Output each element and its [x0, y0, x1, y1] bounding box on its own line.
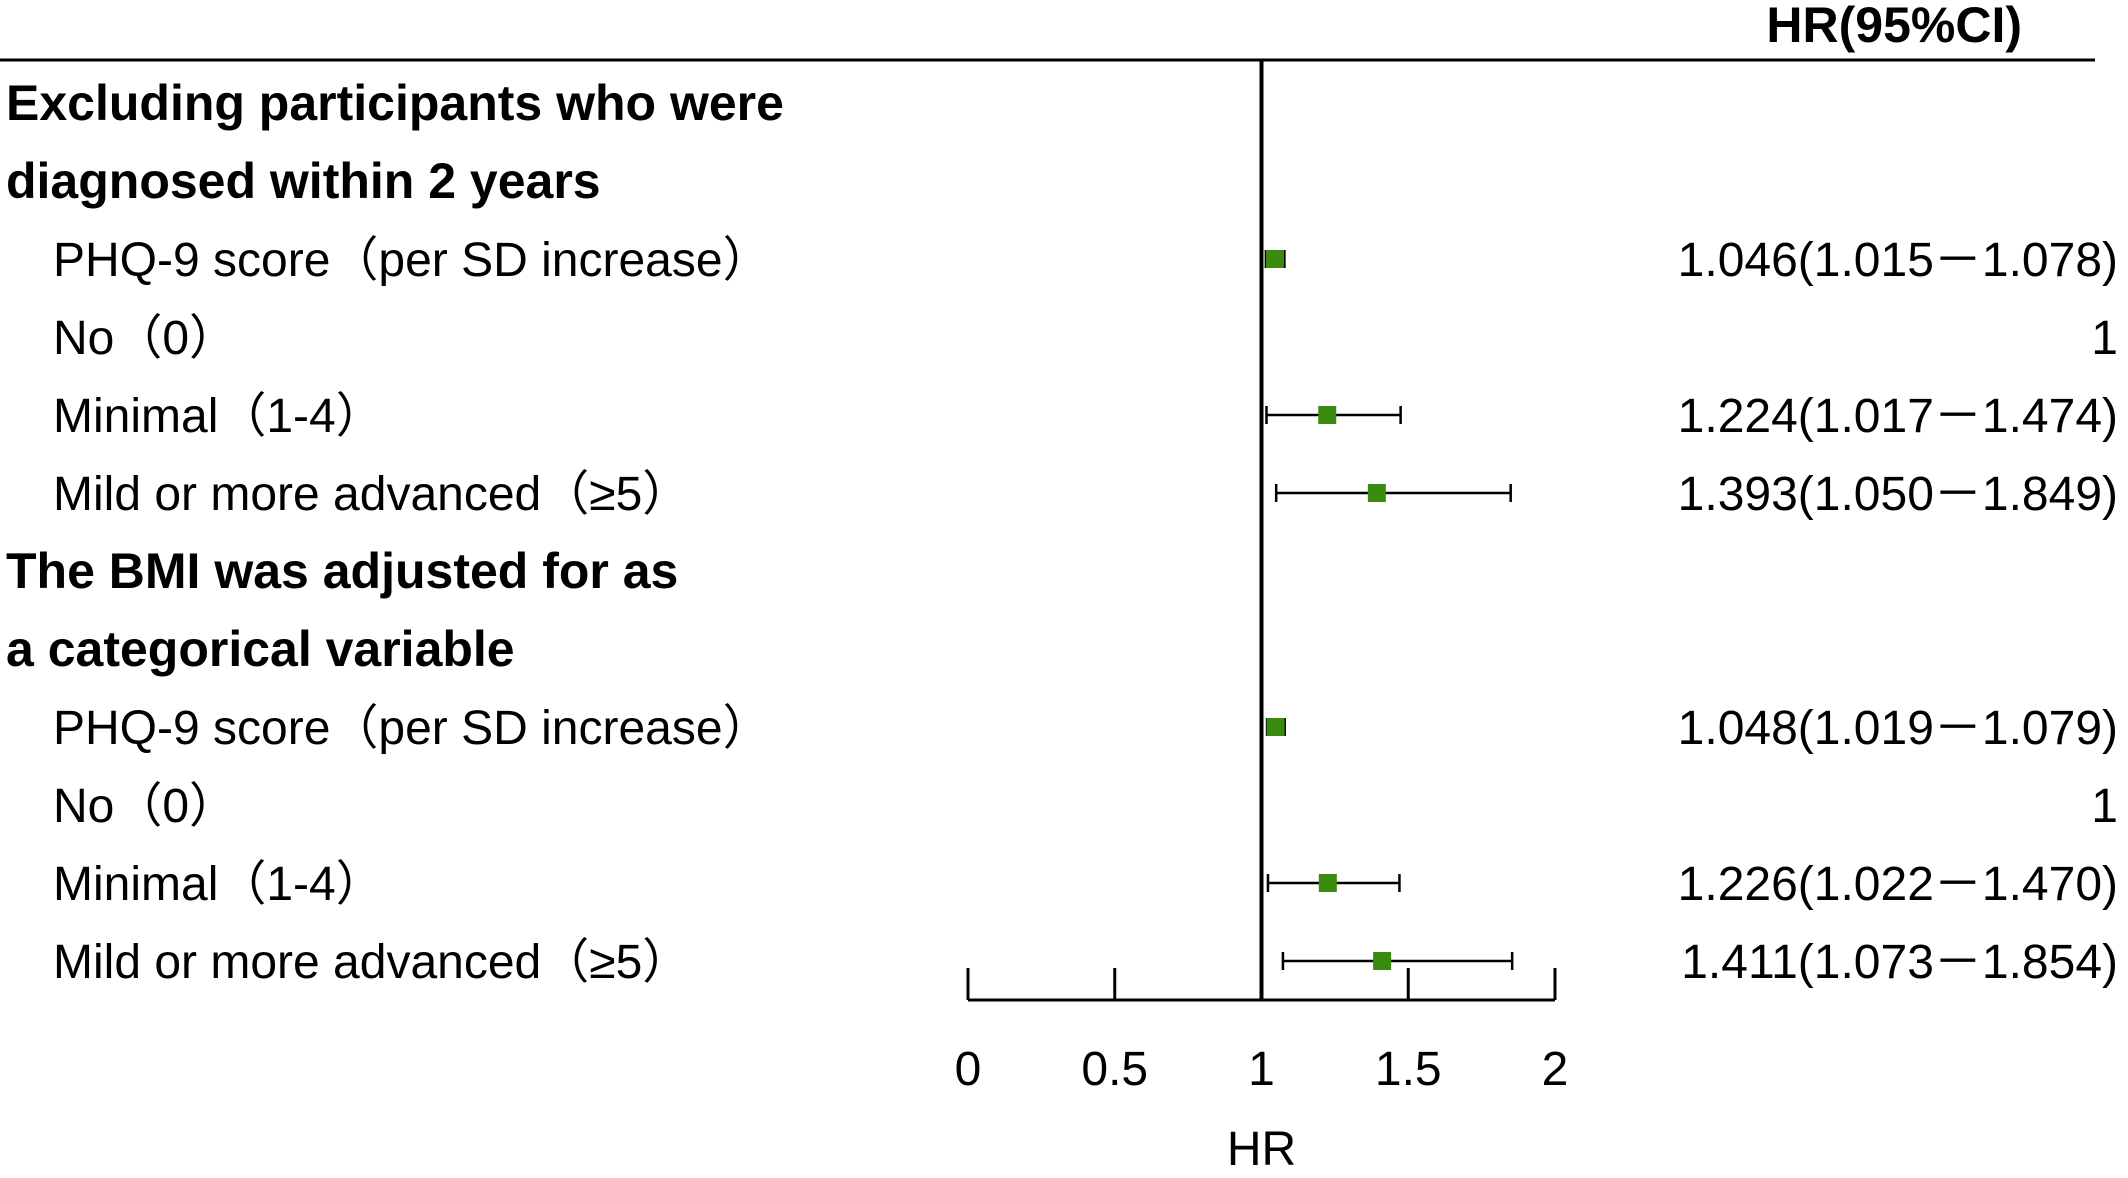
hr-ci-value: 1.226(1.022－1.470): [1678, 858, 2118, 911]
hr-point-marker: [1318, 406, 1337, 424]
row-label: Minimal（1-4）: [53, 390, 384, 443]
x-tick-label: 2: [1542, 1043, 1569, 1096]
hr-point-marker: [1373, 952, 1392, 970]
row-label: PHQ-9 score（per SD increase）: [53, 702, 771, 755]
x-tick-label: 0: [955, 1043, 982, 1096]
hr-point-marker: [1318, 874, 1337, 892]
row-label: No（0）: [53, 312, 237, 365]
x-axis-title: HR: [1227, 1123, 1296, 1176]
row-label: PHQ-9 score（per SD increase）: [53, 234, 771, 287]
row-label: Mild or more advanced（≥5）: [53, 936, 690, 989]
x-tick-label: 1.5: [1375, 1043, 1442, 1096]
hr-point-marker: [1266, 718, 1285, 736]
x-tick-label: 1: [1248, 1043, 1275, 1096]
hr-ci-header: HR(95%CI): [1766, 0, 2022, 53]
row-label: No（0）: [53, 780, 237, 833]
row-label: Mild or more advanced（≥5）: [53, 468, 690, 521]
hr-ci-value: 1.393(1.050－1.849): [1678, 468, 2118, 521]
x-tick-label: 0.5: [1081, 1043, 1148, 1096]
hr-ci-value: 1.224(1.017－1.474): [1678, 390, 2118, 443]
hr-ci-value: 1.411(1.073－1.854): [1681, 936, 2118, 989]
section-title: Excluding participants who were: [6, 75, 784, 131]
section-title: diagnosed within 2 years: [6, 153, 601, 209]
hr-point-marker: [1367, 484, 1386, 502]
hr-ci-value: 1: [2091, 780, 2118, 833]
hr-ci-value: 1.046(1.015－1.078): [1678, 234, 2118, 287]
row-label: Minimal（1-4）: [53, 858, 384, 911]
section-title: The BMI was adjusted for as: [6, 543, 678, 599]
section-title: a categorical variable: [6, 621, 515, 677]
hr-ci-value: 1.048(1.019－1.079): [1678, 702, 2118, 755]
hr-point-marker: [1266, 250, 1285, 268]
hr-ci-value: 1: [2091, 312, 2118, 365]
